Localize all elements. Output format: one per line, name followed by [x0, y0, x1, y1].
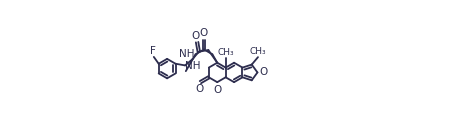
Text: NH: NH: [179, 49, 194, 59]
Text: CH₃: CH₃: [217, 48, 234, 57]
Text: O: O: [200, 28, 208, 39]
Text: NH: NH: [185, 61, 200, 71]
Text: O: O: [192, 31, 200, 41]
Text: O: O: [213, 85, 222, 95]
Text: O: O: [195, 84, 203, 94]
Text: CH₃: CH₃: [250, 47, 267, 56]
Text: F: F: [150, 46, 156, 56]
Text: O: O: [260, 67, 268, 77]
